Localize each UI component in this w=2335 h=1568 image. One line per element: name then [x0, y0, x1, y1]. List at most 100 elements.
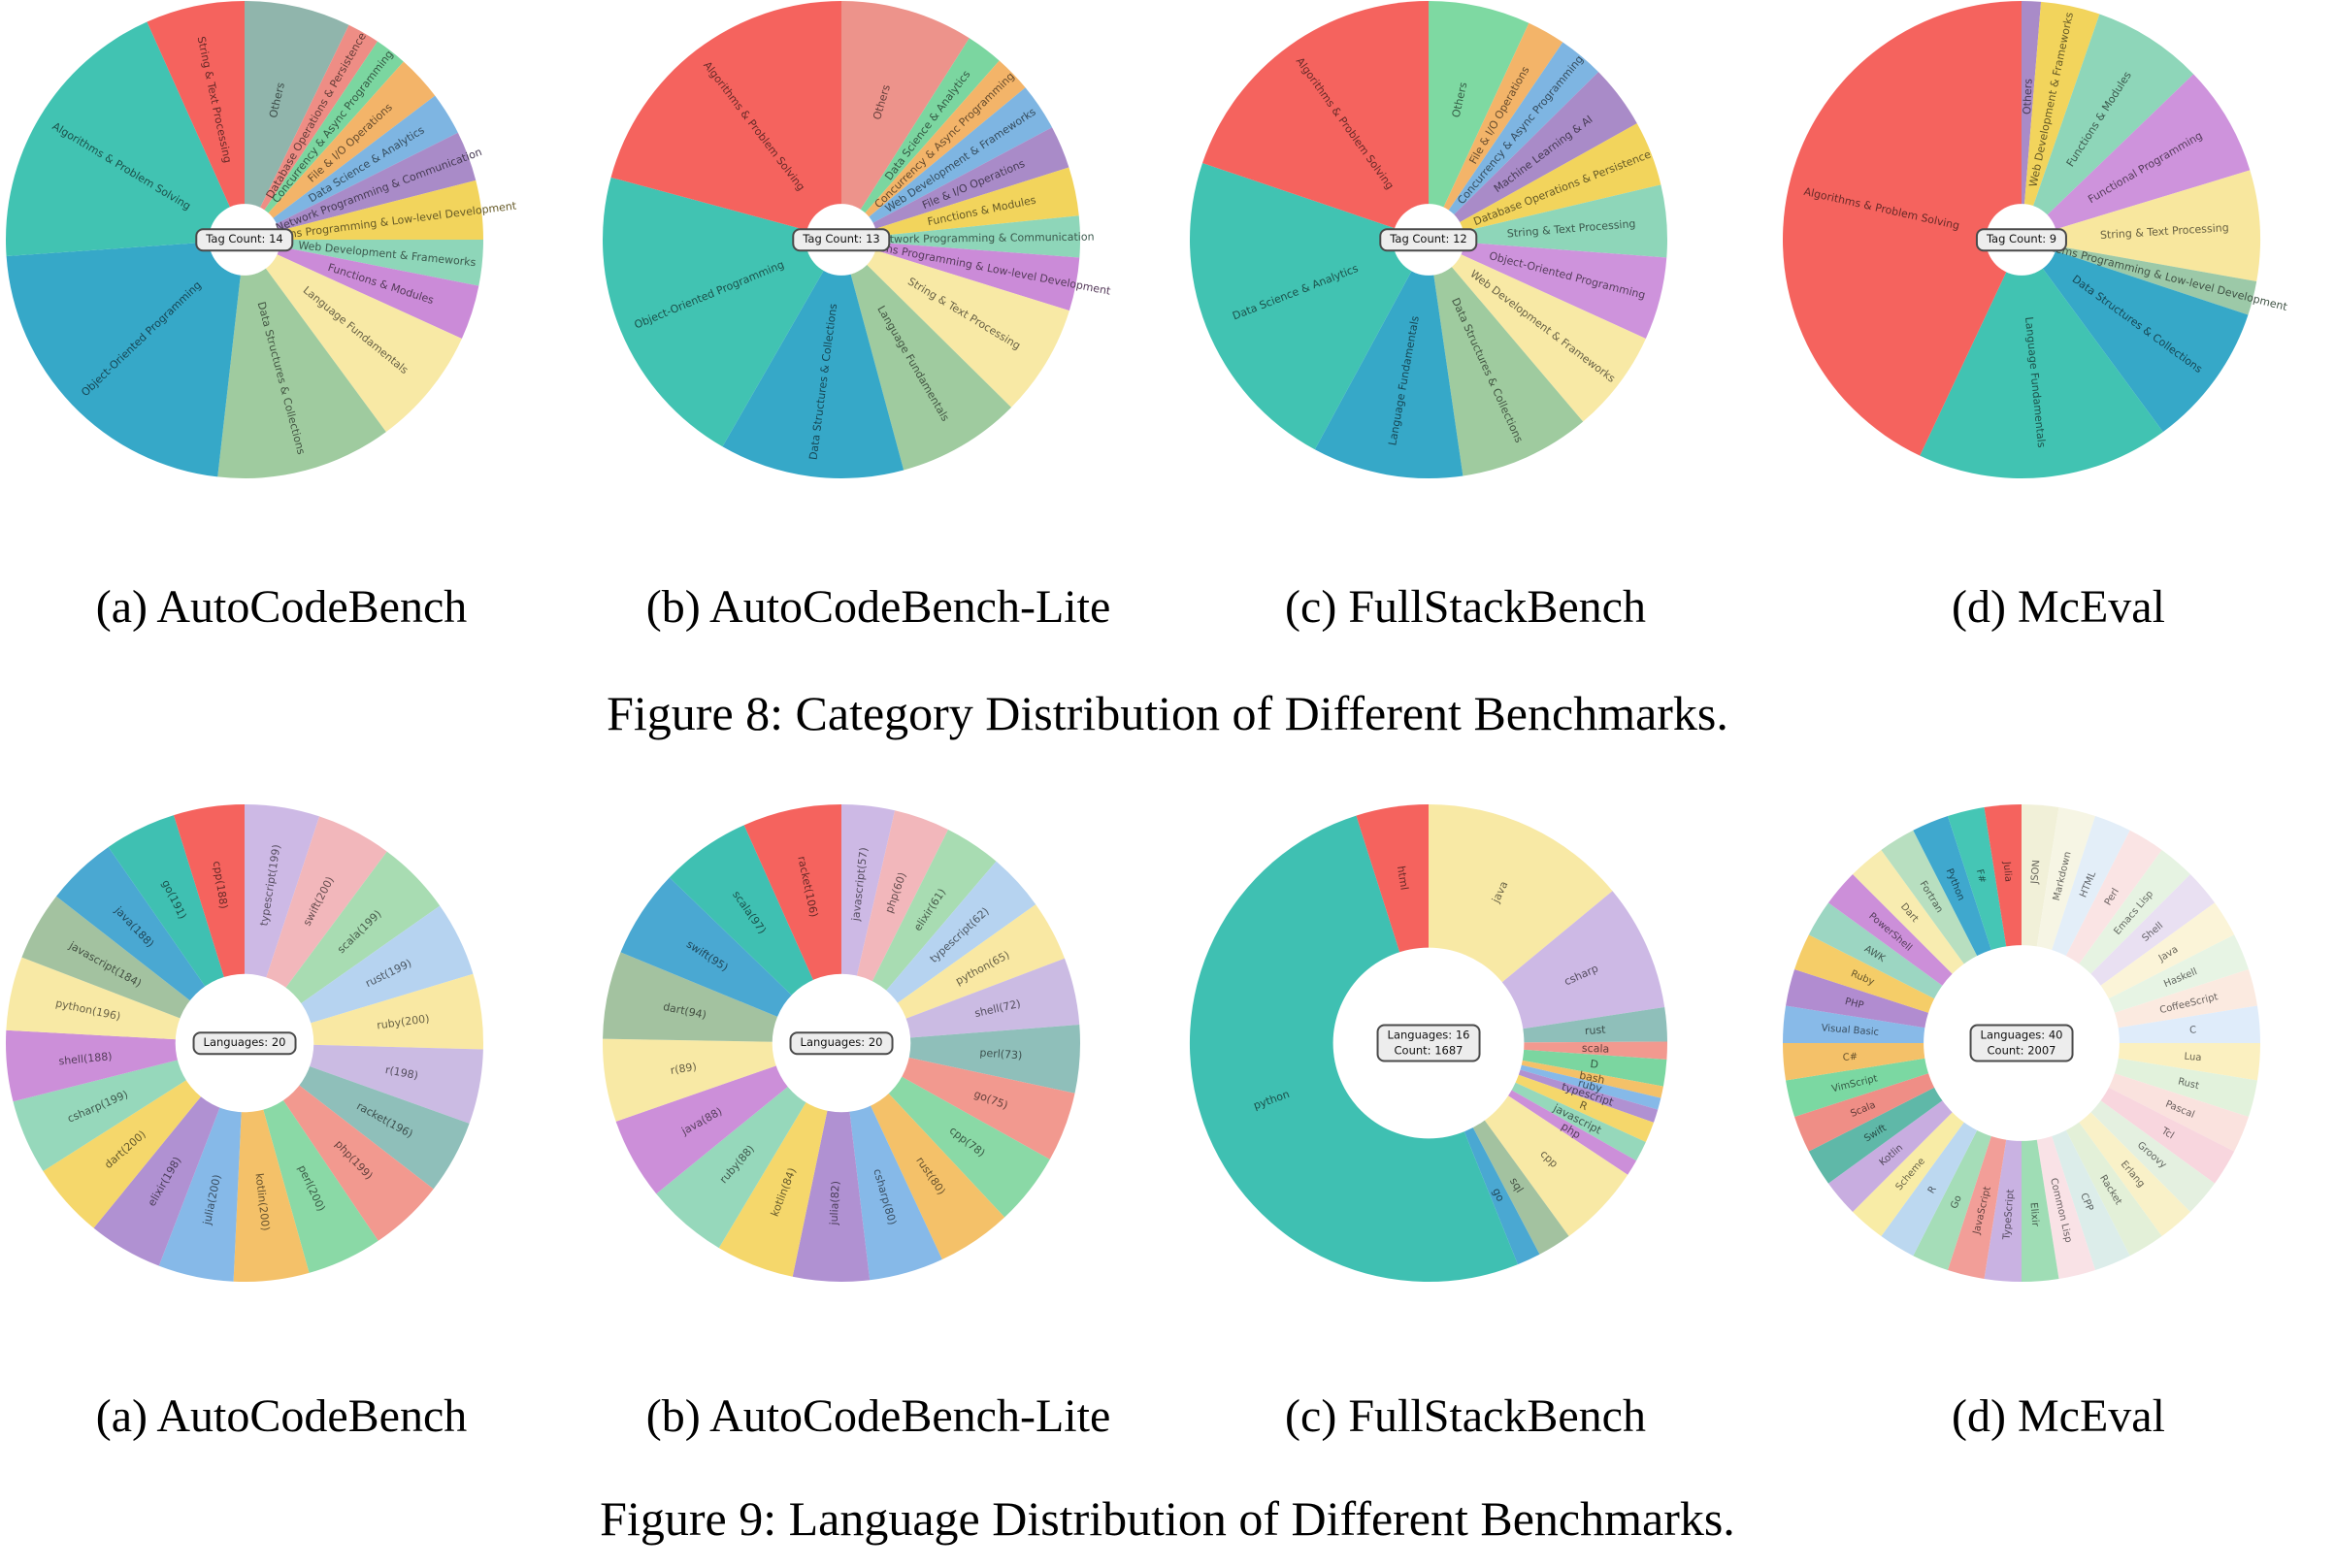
donut-svg: javacsharprustscalaDbashrubytypescriptRj… — [1189, 804, 1668, 1283]
pie-slice-string-text-processing — [1429, 184, 1667, 258]
slice-label: r(89) — [670, 1061, 698, 1077]
slice-label: scala — [1582, 1042, 1610, 1056]
slice-label: html — [1395, 865, 1411, 891]
pie-slice-julia-82- — [792, 1043, 871, 1282]
chart-caption-b-fig9: (b) AutoCodeBench-Lite — [645, 1390, 1111, 1442]
pie-slice-others — [1429, 1, 1529, 240]
slice-label: Visual Basic — [1821, 1023, 1879, 1038]
pie-slice-file-i-o-operations — [1429, 22, 1563, 241]
pie-slice-string-text-processing — [841, 240, 1069, 408]
chart-caption-a-fig8: (a) AutoCodeBench — [95, 581, 468, 633]
center-label: Languages: 20 — [789, 1031, 894, 1055]
pie-slice-systems-programming-low-level-development — [245, 180, 483, 240]
slice-label: rust — [1584, 1023, 1606, 1037]
slice-label: go — [1490, 1186, 1507, 1203]
pie-slice-functional-programming — [2022, 74, 2251, 240]
slice-label: D — [1590, 1058, 1599, 1071]
pie-slice-language-fundamentals — [1920, 240, 2163, 479]
donut-chart-language-autocodebench: typescript(199) swift(200) scala(199) rust(… — [2, 800, 487, 1286]
pie-chart-category-fullstackbench: Others File & I/O Operations Concurrency &… — [1186, 0, 1671, 482]
pie-slice-others — [2022, 1, 2042, 240]
pie-slice-object-oriented-programming — [603, 177, 841, 447]
chart-caption-c-fig9: (c) FullStackBench — [1285, 1390, 1646, 1442]
chart-caption-a-fig9: (a) AutoCodeBench — [95, 1390, 468, 1442]
chart-caption-d-fig9: (d) McEval — [1952, 1390, 2165, 1442]
pie-slice-algorithms-problem-solving — [1782, 0, 2022, 456]
pie-slice-language-fundamentals — [841, 240, 1012, 471]
pie-slice-concurrency-async-programming — [1429, 42, 1599, 240]
slice-label: r(198) — [384, 1063, 419, 1082]
pie-slice-object-oriented-programming — [1429, 240, 1667, 339]
pie-slice-algorithms-problem-solving — [1202, 1, 1429, 240]
pie-slice-string-text-processing — [2022, 170, 2260, 282]
pie-slice-systems-programming-low-level-development — [841, 240, 1080, 311]
slice-label: Network Programming & Communication — [875, 231, 1095, 246]
pie-slice-language-fundamentals — [245, 240, 462, 433]
pie-slice-file-i-o-operations — [245, 61, 436, 240]
pie-slice-concurrency-async-programming — [841, 60, 1026, 240]
center-label: Languages: 20 — [192, 1031, 297, 1055]
slice-label: Go — [1949, 1193, 1963, 1210]
chart-caption-b-fig8: (b) AutoCodeBench-Lite — [645, 581, 1111, 633]
pie-chart-category-autocodebench: Others Database Operations & Persistence C… — [2, 0, 518, 482]
center-label: Tag Count: 9 — [1975, 228, 2068, 251]
pie-slice-functions-modules — [841, 167, 1079, 240]
pie-slice-web-development-frameworks — [1429, 240, 1646, 422]
chart-caption-d-fig8: (d) McEval — [1952, 581, 2165, 633]
pie-slice-algorithms-problem-solving — [6, 21, 245, 256]
donut-chart-language-mceval: JSON Markdown HTML Perl Emacs Lisp Shell Java H… — [1779, 800, 2264, 1286]
pie-slice-data-structures-collections — [2022, 240, 2249, 433]
slice-label: F# — [1974, 868, 1988, 884]
center-label: Tag Count: 13 — [792, 228, 891, 251]
donut-chart-language-autocodebench-lite: javascript(57) php(60) elixir(61) typescrip… — [599, 800, 1084, 1286]
center-label: Languages: 16 Count: 1687 — [1376, 1024, 1481, 1062]
center-label: Tag Count: 12 — [1379, 228, 1478, 251]
pie-slice-string-text-processing — [147, 1, 245, 240]
figure-9-title: Figure 9: Language Distribution of Diffe… — [600, 1491, 1735, 1546]
pie-slice-functions-modules — [2022, 14, 2194, 241]
donut-svg: javascript(57) php(60) elixir(61)typescrip… — [603, 804, 1081, 1282]
pie-slice-data-science-analytics — [841, 38, 1000, 240]
slice-label: Others — [2021, 79, 2034, 115]
pie-slice-data-structures-collections — [1429, 240, 1584, 476]
pie-slice-systems-programming-low-level-development — [2022, 240, 2257, 315]
pie-slice-database-operations-persistence — [1429, 123, 1661, 240]
slice-label: Julia — [2001, 861, 2014, 883]
slice-label: PHP — [1844, 996, 1865, 1011]
pie-slice-others — [245, 1, 349, 240]
pie-slice-web-development-frameworks — [245, 240, 483, 286]
pie-slice-language-fundamentals — [1314, 240, 1463, 479]
center-label: Languages: 40 Count: 2007 — [1969, 1024, 2074, 1062]
slice-label: ruby — [1577, 1077, 1604, 1095]
pie-slice-file-i-o-operations — [841, 127, 1069, 240]
center-label: Tag Count: 14 — [195, 228, 294, 251]
slice-label: perl(73) — [979, 1046, 1023, 1062]
slice-label: julia(82) — [828, 1181, 842, 1226]
pie-slice-functions-modules — [245, 240, 479, 339]
pie-slice-algorithms-problem-solving — [610, 1, 841, 240]
slice-label: R — [1926, 1185, 1939, 1196]
pie-slice-web-development-frameworks — [2022, 1, 2100, 240]
slice-label: JSON — [2029, 860, 2042, 885]
slice-label: Elixir — [2027, 1202, 2040, 1227]
pie-slice-web-development-frameworks — [841, 87, 1053, 240]
pie-slice-machine-learning-ai — [1429, 72, 1637, 241]
slice-label: Lua — [2184, 1052, 2202, 1063]
pie-slice-scala-97- — [669, 825, 841, 1043]
figure-8-title: Figure 8: Category Distribution of Diffe… — [607, 686, 1728, 740]
slice-label: shell(188) — [58, 1050, 113, 1067]
donut-svg: typescript(199) swift(200)scala(199)rust(… — [5, 804, 483, 1282]
pie-slice-others — [841, 1, 970, 240]
pie-slice-data-structures-collections — [217, 240, 386, 479]
slice-label: TypeScript — [2001, 1189, 2016, 1241]
pie-slice-data-science-analytics — [245, 95, 458, 241]
pie-slice-concurrency-async-programming — [245, 41, 404, 240]
slice-label: C# — [1842, 1052, 1858, 1063]
pie-slice-data-structures-collections — [722, 240, 904, 478]
